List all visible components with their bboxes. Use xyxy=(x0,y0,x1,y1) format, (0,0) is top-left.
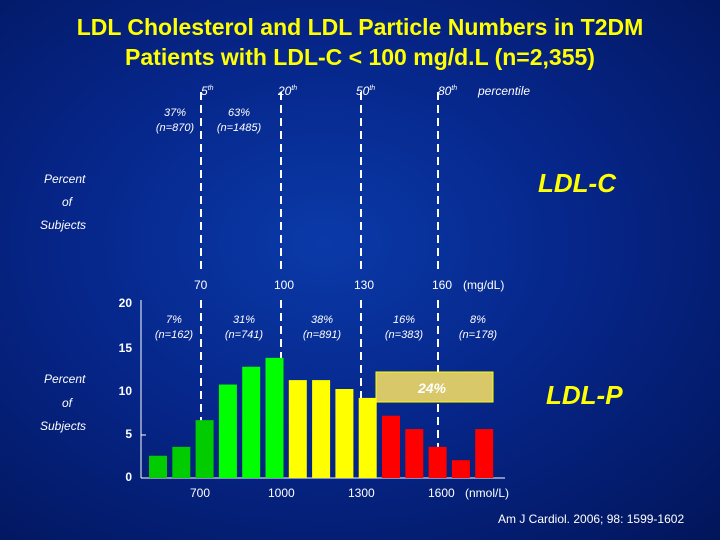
ldlc-tick-130: 130 xyxy=(354,278,375,292)
bar-series xyxy=(149,357,494,478)
ldlc-tick-unit: (mg/dL) xyxy=(463,278,505,292)
ldlp-group-4-pct: 16% xyxy=(392,314,416,326)
ldlp-tick-1000: 1000 xyxy=(268,486,295,500)
ldlc-tick-160: 160 xyxy=(432,278,453,292)
ylabel-bottom-percent: Percent xyxy=(44,372,86,386)
ldlp-tick-700: 700 xyxy=(190,486,211,500)
ytick-20: 20 xyxy=(118,296,132,310)
ytick-10: 10 xyxy=(118,384,132,398)
ldlp-group-1-pct: 7% xyxy=(166,314,182,326)
ldlp-group-2-n: (n=741) xyxy=(224,329,264,341)
ldlp-group-1-n: (n=162) xyxy=(154,329,194,341)
bar-8 xyxy=(312,380,331,478)
ldlp-label: LDL-P xyxy=(546,380,623,410)
ldlc-label: LDL-C xyxy=(538,168,616,198)
bar-13 xyxy=(428,446,447,478)
ldlp-tick-unit: (nmol/L) xyxy=(465,486,510,500)
bar-11 xyxy=(382,415,400,478)
bar-9 xyxy=(335,389,354,478)
ldlp-tick-1600: 1600 xyxy=(428,486,455,500)
ldlp-group-1: 7% (n=162) xyxy=(144,313,204,343)
bar-15 xyxy=(475,429,494,478)
ldlp-group-2-pct: 31% xyxy=(232,314,256,326)
highlight-text: 24% xyxy=(417,380,447,396)
percentile-80: 80th xyxy=(438,84,458,98)
ldlc-group-2: 63% (n=1485) xyxy=(213,106,265,136)
ldlp-group-3-n: (n=891) xyxy=(302,329,342,341)
bar-5 xyxy=(242,366,261,478)
highlight-box xyxy=(375,371,494,403)
ldlc-tick-100: 100 xyxy=(274,278,295,292)
percentile-5: 5th xyxy=(201,84,214,98)
ldlc-tick-70: 70 xyxy=(194,278,208,292)
ldlc-group-1-n: (n=870) xyxy=(155,122,195,134)
ldlp-tick-1300: 1300 xyxy=(348,486,375,500)
ldlp-group-3: 38% (n=891) xyxy=(292,313,352,343)
bar-2 xyxy=(172,446,191,478)
ylabel-bottom-of: of xyxy=(62,396,73,410)
ldlc-group-1: 37% (n=870) xyxy=(150,106,200,136)
bar-7 xyxy=(288,380,307,478)
ldlp-group-3-pct: 38% xyxy=(310,314,334,326)
ldlp-group-4: 16% (n=383) xyxy=(374,313,434,343)
bar-12 xyxy=(405,429,424,478)
bar-14 xyxy=(451,460,470,478)
ldlp-group-2: 31% (n=741) xyxy=(214,313,274,343)
title-line-1: LDL Cholesterol and LDL Particle Numbers… xyxy=(76,14,644,40)
ldlp-group-5-n: (n=178) xyxy=(458,329,498,341)
ldlp-group-4-n: (n=383) xyxy=(384,329,424,341)
ldlp-group-5-pct: 8% xyxy=(470,314,486,326)
bar-6 xyxy=(265,357,284,478)
bar-1 xyxy=(149,455,167,478)
ldlc-group-2-pct: 63% xyxy=(227,107,251,119)
ylabel-top-percent: Percent xyxy=(44,172,86,186)
ldlp-group-5: 8% (n=178) xyxy=(448,313,508,343)
ylabel-bottom-subjects: Subjects xyxy=(40,419,87,433)
citation: Am J Cardiol. 2006; 98: 1599-1602 xyxy=(498,512,685,526)
ytick-0: 0 xyxy=(125,470,132,484)
bar-4 xyxy=(218,384,237,478)
percentile-label: percentile xyxy=(478,84,531,98)
bar-3 xyxy=(195,420,214,478)
ytick-15: 15 xyxy=(118,341,132,355)
ytick-5: 5 xyxy=(125,427,132,441)
ylabel-top-of: of xyxy=(62,195,73,209)
percentile-50: 50th xyxy=(356,84,376,98)
ldlc-group-1-pct: 37% xyxy=(163,107,187,119)
ldlc-group-2-n: (n=1485) xyxy=(216,122,262,134)
title-line-2: Patients with LDL-C < 100 mg/d.L (n=2,35… xyxy=(125,44,595,70)
ylabel-top-subjects: Subjects xyxy=(40,218,87,232)
chart-title: LDL Cholesterol and LDL Particle Numbers… xyxy=(0,12,720,72)
bar-10 xyxy=(358,397,377,478)
